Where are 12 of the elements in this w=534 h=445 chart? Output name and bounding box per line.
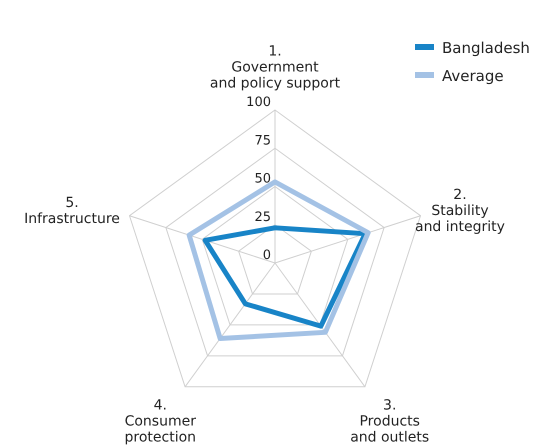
y-tick-label: 75: [254, 133, 271, 148]
spoke-label: 4. Consumer protection: [124, 398, 196, 445]
y-tick-label: 50: [254, 172, 271, 186]
spoke-label: 1. Government and policy support: [210, 44, 341, 92]
y-tick-label: 25: [254, 210, 271, 225]
legend-label: Average: [442, 67, 504, 85]
y-tick-label: 0: [262, 248, 271, 263]
legend-label: Bangladesh: [442, 39, 530, 57]
y-tick-label: 100: [246, 95, 271, 110]
spoke-label: 3. Products and outlets: [350, 398, 430, 445]
spoke-label: 2. Stability and integrity: [414, 187, 505, 236]
spoke-label: 5. Infrastructure: [24, 195, 120, 228]
